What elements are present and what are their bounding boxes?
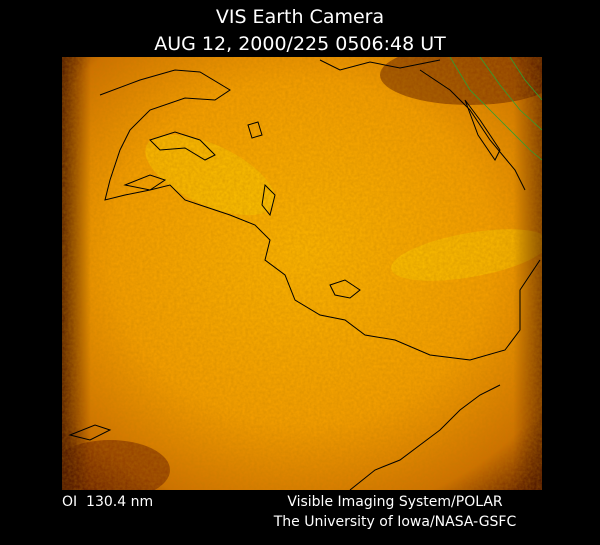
institution-label: The University of Iowa/NASA-GSFC xyxy=(273,514,517,530)
image-timestamp: AUG 12, 2000/225 0506:48 UT xyxy=(154,33,446,55)
instrument-label: Visible Imaging System/POLAR xyxy=(287,494,503,510)
earth-image xyxy=(62,57,542,490)
image-title: VIS Earth Camera xyxy=(216,6,384,28)
grid-overlay xyxy=(449,57,542,161)
coastlines xyxy=(68,59,541,490)
filter-label: OI 130.4 nm xyxy=(62,494,153,510)
